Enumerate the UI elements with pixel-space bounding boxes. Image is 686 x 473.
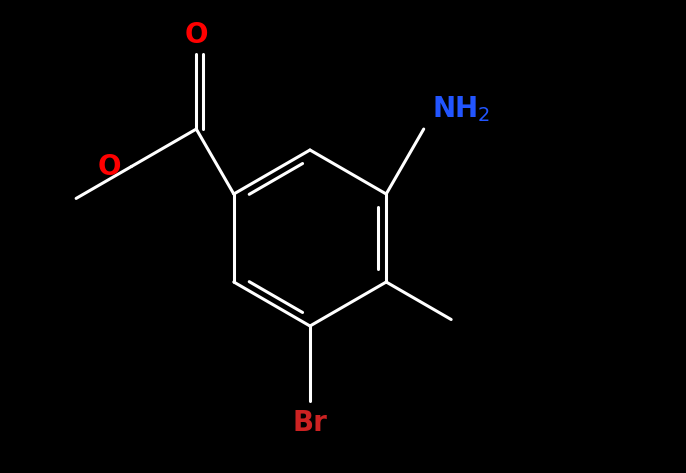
Text: Br: Br — [292, 409, 327, 437]
Text: O: O — [185, 21, 208, 49]
Text: O: O — [98, 153, 121, 181]
Text: NH$_2$: NH$_2$ — [431, 94, 490, 124]
